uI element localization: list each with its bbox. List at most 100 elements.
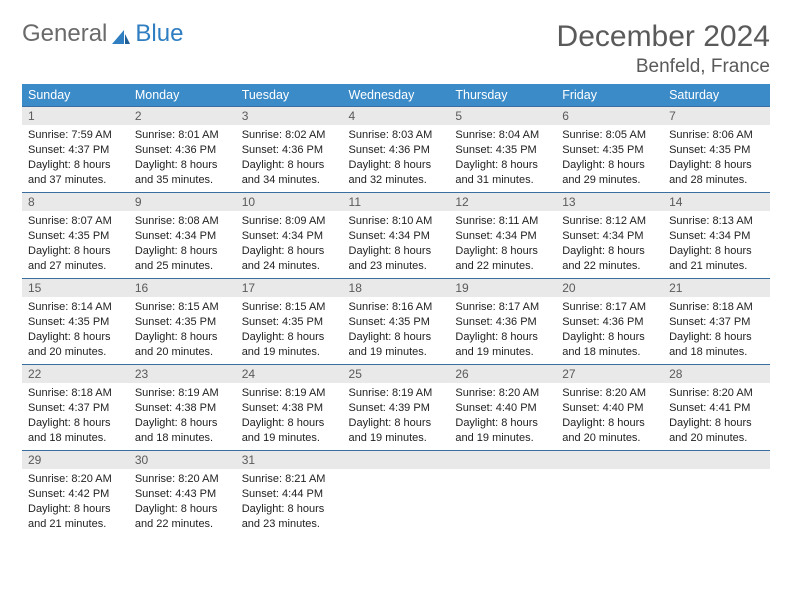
- calendar-cell: 18Sunrise: 8:16 AMSunset: 4:35 PMDayligh…: [343, 279, 450, 365]
- day-details: Sunrise: 8:19 AMSunset: 4:38 PMDaylight:…: [129, 383, 236, 449]
- day-number: 13: [556, 193, 663, 211]
- location-label: Benfeld, France: [557, 56, 770, 78]
- calendar-row: 22Sunrise: 8:18 AMSunset: 4:37 PMDayligh…: [22, 365, 770, 451]
- day-details: Sunrise: 8:08 AMSunset: 4:34 PMDaylight:…: [129, 211, 236, 277]
- day-number: 10: [236, 193, 343, 211]
- calendar-cell: 8Sunrise: 8:07 AMSunset: 4:35 PMDaylight…: [22, 193, 129, 279]
- day-details: Sunrise: 8:13 AMSunset: 4:34 PMDaylight:…: [663, 211, 770, 277]
- day-number: 18: [343, 279, 450, 297]
- day-number: 25: [343, 365, 450, 383]
- calendar-cell-empty: [663, 451, 770, 537]
- day-number: 14: [663, 193, 770, 211]
- calendar-cell: 30Sunrise: 8:20 AMSunset: 4:43 PMDayligh…: [129, 451, 236, 537]
- day-number: 9: [129, 193, 236, 211]
- day-number-empty: [556, 451, 663, 469]
- day-details: Sunrise: 8:20 AMSunset: 4:43 PMDaylight:…: [129, 469, 236, 535]
- calendar-cell: 2Sunrise: 8:01 AMSunset: 4:36 PMDaylight…: [129, 107, 236, 193]
- calendar-cell: 3Sunrise: 8:02 AMSunset: 4:36 PMDaylight…: [236, 107, 343, 193]
- calendar-cell-empty: [449, 451, 556, 537]
- day-details: Sunrise: 8:09 AMSunset: 4:34 PMDaylight:…: [236, 211, 343, 277]
- day-number: 27: [556, 365, 663, 383]
- logo-text-blue: Blue: [135, 20, 183, 48]
- day-number: 15: [22, 279, 129, 297]
- day-number: 21: [663, 279, 770, 297]
- calendar-cell: 9Sunrise: 8:08 AMSunset: 4:34 PMDaylight…: [129, 193, 236, 279]
- calendar-body: 1Sunrise: 7:59 AMSunset: 4:37 PMDaylight…: [22, 107, 770, 537]
- calendar-cell: 14Sunrise: 8:13 AMSunset: 4:34 PMDayligh…: [663, 193, 770, 279]
- weekday-header: Thursday: [449, 84, 556, 107]
- day-number-empty: [449, 451, 556, 469]
- day-details: Sunrise: 8:19 AMSunset: 4:39 PMDaylight:…: [343, 383, 450, 449]
- calendar-cell: 4Sunrise: 8:03 AMSunset: 4:36 PMDaylight…: [343, 107, 450, 193]
- day-number: 11: [343, 193, 450, 211]
- calendar-cell: 5Sunrise: 8:04 AMSunset: 4:35 PMDaylight…: [449, 107, 556, 193]
- calendar-cell: 26Sunrise: 8:20 AMSunset: 4:40 PMDayligh…: [449, 365, 556, 451]
- header: General Blue December 2024 Benfeld, Fran…: [22, 20, 770, 78]
- weekday-header: Saturday: [663, 84, 770, 107]
- day-number: 2: [129, 107, 236, 125]
- logo-sail-icon: [110, 25, 132, 43]
- day-details: Sunrise: 8:03 AMSunset: 4:36 PMDaylight:…: [343, 125, 450, 191]
- weekday-header: Monday: [129, 84, 236, 107]
- calendar-cell: 28Sunrise: 8:20 AMSunset: 4:41 PMDayligh…: [663, 365, 770, 451]
- calendar-head: SundayMondayTuesdayWednesdayThursdayFrid…: [22, 84, 770, 107]
- day-number-empty: [663, 451, 770, 469]
- calendar-cell: 11Sunrise: 8:10 AMSunset: 4:34 PMDayligh…: [343, 193, 450, 279]
- day-number: 4: [343, 107, 450, 125]
- day-number: 31: [236, 451, 343, 469]
- day-details: Sunrise: 8:20 AMSunset: 4:40 PMDaylight:…: [556, 383, 663, 449]
- day-details: Sunrise: 8:15 AMSunset: 4:35 PMDaylight:…: [129, 297, 236, 363]
- day-details: Sunrise: 8:12 AMSunset: 4:34 PMDaylight:…: [556, 211, 663, 277]
- calendar-cell: 29Sunrise: 8:20 AMSunset: 4:42 PMDayligh…: [22, 451, 129, 537]
- calendar-cell: 17Sunrise: 8:15 AMSunset: 4:35 PMDayligh…: [236, 279, 343, 365]
- calendar-cell: 6Sunrise: 8:05 AMSunset: 4:35 PMDaylight…: [556, 107, 663, 193]
- day-number: 28: [663, 365, 770, 383]
- calendar-row: 1Sunrise: 7:59 AMSunset: 4:37 PMDaylight…: [22, 107, 770, 193]
- calendar-cell: 24Sunrise: 8:19 AMSunset: 4:38 PMDayligh…: [236, 365, 343, 451]
- calendar-cell: 7Sunrise: 8:06 AMSunset: 4:35 PMDaylight…: [663, 107, 770, 193]
- day-number: 16: [129, 279, 236, 297]
- day-number: 12: [449, 193, 556, 211]
- day-number: 26: [449, 365, 556, 383]
- day-number: 20: [556, 279, 663, 297]
- calendar-cell-empty: [343, 451, 450, 537]
- day-details: Sunrise: 7:59 AMSunset: 4:37 PMDaylight:…: [22, 125, 129, 191]
- day-details: Sunrise: 8:19 AMSunset: 4:38 PMDaylight:…: [236, 383, 343, 449]
- weekday-header: Wednesday: [343, 84, 450, 107]
- day-details: Sunrise: 8:14 AMSunset: 4:35 PMDaylight:…: [22, 297, 129, 363]
- calendar-cell: 22Sunrise: 8:18 AMSunset: 4:37 PMDayligh…: [22, 365, 129, 451]
- day-number: 22: [22, 365, 129, 383]
- day-details: Sunrise: 8:15 AMSunset: 4:35 PMDaylight:…: [236, 297, 343, 363]
- day-number: 8: [22, 193, 129, 211]
- day-details: Sunrise: 8:04 AMSunset: 4:35 PMDaylight:…: [449, 125, 556, 191]
- day-details: Sunrise: 8:18 AMSunset: 4:37 PMDaylight:…: [22, 383, 129, 449]
- weekday-header: Tuesday: [236, 84, 343, 107]
- day-details: Sunrise: 8:16 AMSunset: 4:35 PMDaylight:…: [343, 297, 450, 363]
- day-number: 29: [22, 451, 129, 469]
- calendar-row: 29Sunrise: 8:20 AMSunset: 4:42 PMDayligh…: [22, 451, 770, 537]
- calendar-cell: 31Sunrise: 8:21 AMSunset: 4:44 PMDayligh…: [236, 451, 343, 537]
- day-number-empty: [343, 451, 450, 469]
- day-details: Sunrise: 8:17 AMSunset: 4:36 PMDaylight:…: [556, 297, 663, 363]
- day-number: 23: [129, 365, 236, 383]
- calendar-cell: 13Sunrise: 8:12 AMSunset: 4:34 PMDayligh…: [556, 193, 663, 279]
- day-details: Sunrise: 8:21 AMSunset: 4:44 PMDaylight:…: [236, 469, 343, 535]
- calendar-cell: 16Sunrise: 8:15 AMSunset: 4:35 PMDayligh…: [129, 279, 236, 365]
- calendar-cell: 21Sunrise: 8:18 AMSunset: 4:37 PMDayligh…: [663, 279, 770, 365]
- calendar-cell: 15Sunrise: 8:14 AMSunset: 4:35 PMDayligh…: [22, 279, 129, 365]
- day-number: 24: [236, 365, 343, 383]
- calendar-cell: 12Sunrise: 8:11 AMSunset: 4:34 PMDayligh…: [449, 193, 556, 279]
- calendar-cell: 1Sunrise: 7:59 AMSunset: 4:37 PMDaylight…: [22, 107, 129, 193]
- day-details: Sunrise: 8:05 AMSunset: 4:35 PMDaylight:…: [556, 125, 663, 191]
- calendar-table: SundayMondayTuesdayWednesdayThursdayFrid…: [22, 84, 770, 537]
- day-details: Sunrise: 8:20 AMSunset: 4:41 PMDaylight:…: [663, 383, 770, 449]
- day-details: Sunrise: 8:01 AMSunset: 4:36 PMDaylight:…: [129, 125, 236, 191]
- day-details: Sunrise: 8:17 AMSunset: 4:36 PMDaylight:…: [449, 297, 556, 363]
- calendar-row: 8Sunrise: 8:07 AMSunset: 4:35 PMDaylight…: [22, 193, 770, 279]
- day-number: 6: [556, 107, 663, 125]
- weekday-header: Sunday: [22, 84, 129, 107]
- day-details: Sunrise: 8:06 AMSunset: 4:35 PMDaylight:…: [663, 125, 770, 191]
- day-details: Sunrise: 8:18 AMSunset: 4:37 PMDaylight:…: [663, 297, 770, 363]
- day-details: Sunrise: 8:02 AMSunset: 4:36 PMDaylight:…: [236, 125, 343, 191]
- day-details: Sunrise: 8:07 AMSunset: 4:35 PMDaylight:…: [22, 211, 129, 277]
